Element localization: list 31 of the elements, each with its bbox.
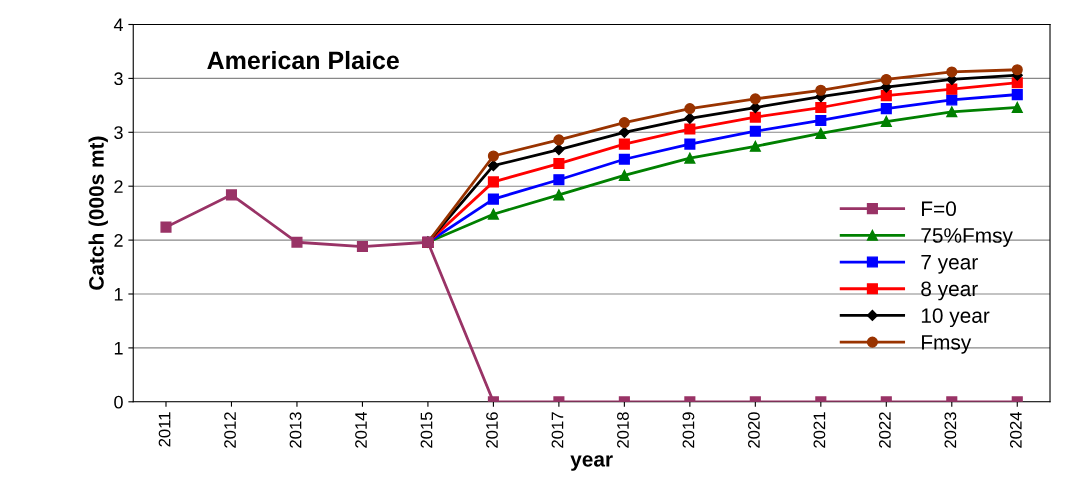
x-tick-label: 2023 [944, 412, 957, 448]
x-tick-label: 2012 [224, 412, 236, 448]
legend-label: 10 year [921, 308, 990, 328]
text: American Plaice [207, 50, 399, 70]
legend-label: Fmsy [922, 335, 972, 354]
y-tick-label: 1 [114, 288, 123, 301]
x-tick-label: 2016 [486, 412, 498, 448]
y-tick-label: 3 [114, 126, 123, 140]
x-tick-label: 2013 [289, 412, 302, 448]
legend-label: 75%Fmsy [921, 228, 1013, 247]
x-tick-label: 2022 [878, 412, 891, 448]
y-tick-label: 1 [114, 342, 123, 355]
y-tick-label: 3 [114, 72, 123, 86]
x-tick-label: 2014 [355, 412, 367, 448]
x-tick-label: 2021 [813, 412, 826, 448]
y-tick-label: 4 [113, 18, 123, 32]
x-tick-label: 2015 [420, 412, 433, 448]
y-tick-label: 0 [114, 395, 123, 409]
y-axis-title: Catch (000s mt) [88, 136, 108, 290]
x-tick-label: 2017 [551, 412, 564, 448]
x-tick-label: 2020 [748, 412, 760, 448]
y-tick-label: 2 [114, 180, 123, 193]
legend-label: F=0 [922, 201, 956, 217]
x-tick-label: 2011 [158, 412, 171, 447]
y-tick-label: 2 [114, 234, 123, 247]
x-tick-label: 2024 [1009, 412, 1022, 448]
legend-label: 8 year [921, 281, 978, 301]
x-tick-label: 2018 [617, 412, 629, 448]
x-axis-title: year [570, 455, 613, 471]
legend-label: 7 year [921, 254, 978, 274]
x-tick-label: 2019 [682, 412, 695, 448]
